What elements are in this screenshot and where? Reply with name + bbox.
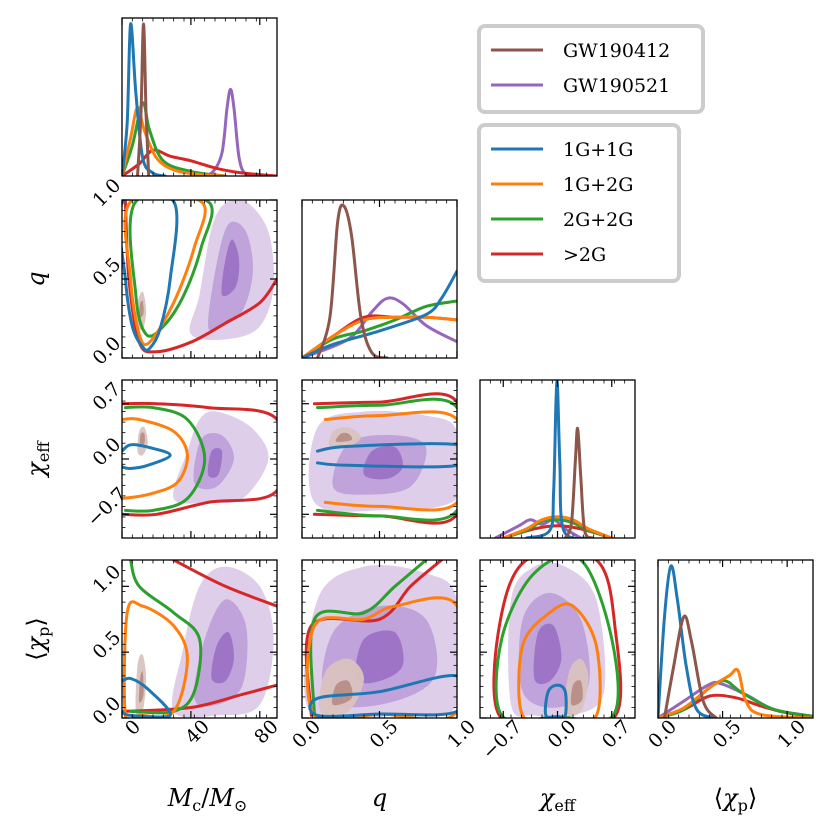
contour-1g-2g	[122, 417, 189, 500]
density-curve--2g	[658, 693, 813, 718]
x-tick-label-chip: 0.5	[709, 716, 746, 753]
legend-frame	[477, 123, 681, 283]
y-tick-label-chieff: 0.0	[88, 433, 125, 470]
x-tick-label-mc: 0	[121, 716, 145, 740]
filled-contour-gw190521-level-3	[221, 239, 240, 297]
x-axis-label-mc: Mc/M⊙	[167, 784, 248, 815]
panel-chip-vs-mc	[121, 559, 278, 719]
x-tick-label-q: 1.0	[443, 716, 480, 753]
x-axis-label-q: q	[372, 784, 387, 812]
panel-chieff-vs-mc	[121, 379, 278, 539]
contour--2g	[172, 560, 277, 608]
x-tick-label-chip: 0.0	[644, 716, 681, 753]
x-tick-label-chieff: 0.0	[544, 716, 581, 753]
y-tick-label-q: 0.5	[88, 253, 125, 290]
x-tick-label-chip: 1.0	[773, 716, 810, 753]
density-curve-1g-2g	[501, 515, 614, 538]
diag-panel-chieff	[479, 379, 636, 539]
contour-2g-2g	[128, 200, 214, 338]
density-curve-1g-1g	[302, 269, 457, 358]
density-curve-1g-1g	[658, 564, 718, 718]
density-curve-gw190412	[316, 203, 389, 358]
panel-chip-vs-q	[301, 559, 458, 719]
contour--2g	[122, 401, 277, 517]
filled-contour-gw190521-level-3	[363, 445, 404, 480]
filled-contour-gw190521-level-3	[533, 623, 562, 685]
x-axis-label-chieff: χeff	[538, 784, 577, 815]
density-curve-1g-2g	[122, 106, 227, 176]
density-curve--2g	[122, 148, 277, 176]
density-curve-gw190521	[494, 518, 583, 538]
filled-contour-gw190412-level-2	[139, 300, 144, 318]
y-tick-label-q: 1.0	[88, 174, 125, 211]
legend-frame	[477, 24, 705, 114]
x-tick-label-chieff: 0.7	[598, 716, 635, 753]
y-tick-label-chip: 0.0	[88, 692, 125, 729]
panel-frame	[657, 559, 814, 719]
y-tick-label-chip: 0.5	[88, 627, 125, 664]
x-tick-label-mc: 40	[181, 716, 214, 749]
diag-panel-mc	[121, 17, 278, 177]
contour-1g-1g	[316, 442, 457, 469]
contour-1g-1g	[122, 200, 179, 352]
contour-1g-1g	[122, 443, 172, 471]
filled-contour-gw190412-level-2	[570, 680, 583, 706]
contour-1g-1g	[122, 676, 172, 718]
panel-chip-vs-chieff	[479, 559, 636, 719]
legend-label: 1G+1G	[563, 139, 633, 161]
y-tick-label-chieff: −0.7	[83, 483, 131, 531]
density-curve-1g-2g	[658, 667, 813, 718]
density-curve-1g-1g	[525, 380, 590, 538]
filled-contour-gw190412-level-2	[335, 432, 353, 443]
legend-label: >2G	[563, 244, 606, 266]
x-tick-label-q: 0.5	[366, 716, 403, 753]
density-curve-2g-2g	[658, 679, 813, 718]
diag-panel-chip	[657, 559, 814, 719]
y-tick-label-chip: 1.0	[88, 561, 125, 598]
legend-label: GW190412	[563, 40, 670, 62]
contour-2g-2g	[309, 560, 428, 717]
legend-label: 2G+2G	[563, 209, 633, 231]
diag-panel-q	[301, 199, 458, 359]
x-tick-label-mc: 80	[250, 716, 283, 749]
filled-contour-gw190521-level-3	[207, 448, 223, 478]
y-axis-label-chieff: χeff	[22, 440, 53, 479]
filled-contour-gw190521-level-3	[355, 630, 404, 684]
density-curve-gw190412	[563, 427, 594, 538]
panel-frame	[121, 17, 278, 177]
y-tick-label-q: 0.0	[88, 332, 125, 369]
filled-contour-gw190521-level-3	[211, 632, 234, 684]
y-tick-label-chieff: 0.7	[88, 378, 125, 415]
filled-contour-gw190412-level-2	[332, 680, 353, 706]
x-tick-label-q: 0.0	[288, 716, 325, 753]
contour-1g-2g	[122, 600, 189, 718]
panel-chieff-vs-q	[301, 379, 458, 539]
legend-label: GW190521	[563, 75, 670, 97]
density-curve-gw190412	[136, 22, 151, 176]
legend-populations: 1G+1G 1G+2G 2G+2G >2G	[477, 123, 681, 283]
filled-contour-gw190412-level-2	[139, 432, 145, 445]
filled-contour-gw190412-level-2	[139, 671, 144, 703]
y-axis-label-q: q	[22, 271, 50, 286]
x-axis-label-chip: ⟨χp⟩	[714, 784, 758, 815]
density-curve-gw190521	[196, 87, 262, 176]
contour-2g-2g	[123, 405, 207, 513]
x-tick-label-chieff: −0.7	[478, 716, 526, 764]
legend-events: GW190412 GW190521	[477, 24, 705, 114]
contour-2g-2g	[316, 397, 457, 522]
density-curve-2g-2g	[302, 299, 457, 358]
density-curve-gw190412	[663, 614, 718, 718]
contour-1g-2g	[323, 410, 457, 512]
legend-label: 1G+2G	[563, 174, 633, 196]
density-curve-1g-2g	[302, 315, 457, 358]
contour--2g	[122, 683, 277, 713]
panel-frame	[121, 559, 278, 719]
y-axis-label-chip: ⟨χp⟩	[22, 617, 53, 661]
panel-q-vs-mc	[121, 199, 278, 359]
